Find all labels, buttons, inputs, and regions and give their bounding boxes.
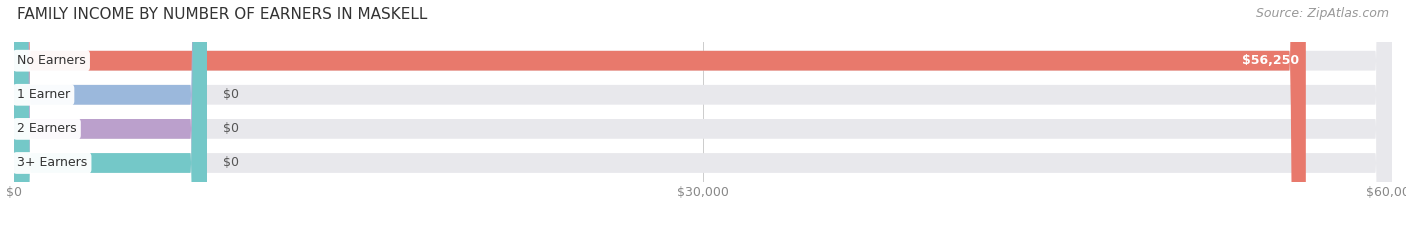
FancyBboxPatch shape xyxy=(14,0,1392,233)
Text: 3+ Earners: 3+ Earners xyxy=(17,157,87,169)
FancyBboxPatch shape xyxy=(14,0,207,233)
FancyBboxPatch shape xyxy=(14,0,1392,233)
Text: No Earners: No Earners xyxy=(17,54,86,67)
Text: 1 Earner: 1 Earner xyxy=(17,88,70,101)
Text: 2 Earners: 2 Earners xyxy=(17,122,76,135)
Text: $0: $0 xyxy=(224,122,239,135)
FancyBboxPatch shape xyxy=(14,0,207,233)
FancyBboxPatch shape xyxy=(14,0,1306,233)
Text: $0: $0 xyxy=(224,88,239,101)
Text: Source: ZipAtlas.com: Source: ZipAtlas.com xyxy=(1256,7,1389,20)
FancyBboxPatch shape xyxy=(14,0,1392,233)
Text: $56,250: $56,250 xyxy=(1241,54,1299,67)
FancyBboxPatch shape xyxy=(14,0,1392,233)
Text: $0: $0 xyxy=(224,157,239,169)
FancyBboxPatch shape xyxy=(14,0,207,233)
Text: FAMILY INCOME BY NUMBER OF EARNERS IN MASKELL: FAMILY INCOME BY NUMBER OF EARNERS IN MA… xyxy=(17,7,427,22)
